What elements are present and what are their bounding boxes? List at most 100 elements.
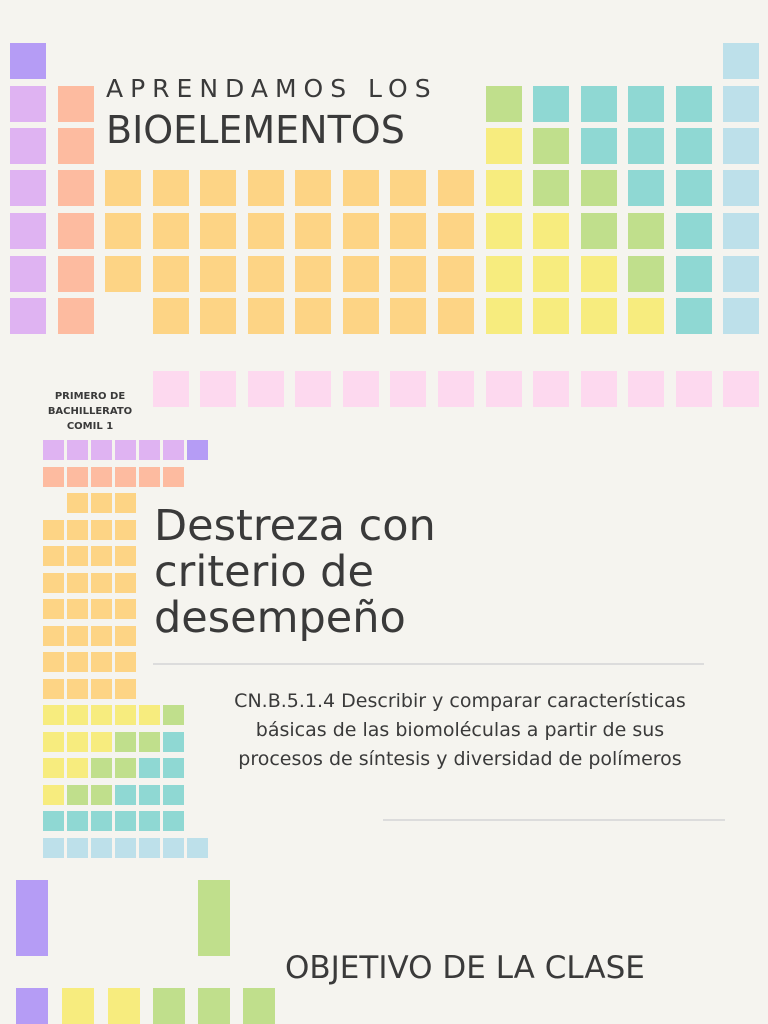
- tile: [675, 86, 712, 122]
- tile: [295, 256, 332, 292]
- tile: [139, 811, 160, 831]
- tile: [115, 493, 136, 513]
- tile: [67, 758, 88, 778]
- tile: [200, 371, 237, 407]
- title-line: criterio de: [154, 547, 374, 597]
- body-line: CN.B.5.1.4 Describir y comparar caracter…: [234, 690, 686, 712]
- tile: [152, 256, 189, 292]
- tile: [628, 298, 665, 334]
- tile: [342, 170, 379, 206]
- tile: [152, 170, 189, 206]
- tile: [437, 371, 474, 407]
- objective: OBJETIVO DE LA CLASE: [285, 950, 645, 986]
- section-body: CN.B.5.1.4 Describir y comparar caracter…: [180, 687, 740, 774]
- tile: [163, 731, 184, 752]
- tile: [57, 86, 94, 122]
- tile: [533, 128, 570, 164]
- tile: [115, 758, 136, 778]
- tile: [533, 298, 570, 334]
- tile: [200, 170, 237, 206]
- tile: [115, 837, 136, 858]
- tile: [485, 86, 522, 122]
- tile: [437, 213, 474, 249]
- tile: [10, 256, 46, 292]
- tile: [57, 170, 94, 206]
- tile: [247, 371, 284, 407]
- tile: [390, 213, 427, 249]
- body-line: procesos de síntesis y diversidad de pol…: [238, 748, 682, 770]
- tile: [152, 298, 189, 334]
- tile: [628, 128, 665, 164]
- tile: [91, 599, 112, 619]
- tile: [67, 678, 88, 699]
- tile: [115, 625, 136, 646]
- tile: [139, 784, 160, 805]
- tile: [43, 678, 64, 699]
- tile: [139, 440, 160, 460]
- tile: [628, 256, 665, 292]
- tile: [580, 86, 617, 122]
- tile: [115, 652, 136, 672]
- tile: [115, 440, 136, 460]
- tile: [91, 519, 112, 540]
- tile: [580, 371, 617, 407]
- tile: [43, 784, 64, 805]
- badge-line: BACHILLERATO: [47, 406, 133, 417]
- tile: [43, 519, 64, 540]
- tile: [67, 493, 88, 513]
- badge-line: PRIMERO DE: [54, 391, 126, 402]
- tile: [43, 837, 64, 858]
- tile: [91, 731, 112, 752]
- tile: [485, 128, 522, 164]
- tile: [43, 440, 64, 460]
- tile: [342, 371, 379, 407]
- tile: [67, 519, 88, 540]
- tile: [200, 298, 237, 334]
- tile: [247, 170, 284, 206]
- tile: [115, 705, 136, 725]
- tile: [628, 213, 665, 249]
- tile: [115, 519, 136, 540]
- tile: [485, 256, 522, 292]
- tile: [723, 371, 760, 407]
- tile: [675, 256, 712, 292]
- tile: [628, 86, 665, 122]
- title-line: Destreza con: [154, 501, 436, 551]
- tile: [163, 440, 184, 460]
- tile: [187, 837, 208, 858]
- tile: [485, 371, 522, 407]
- tile: [67, 784, 88, 805]
- tile: [390, 298, 427, 334]
- tile: [198, 880, 230, 956]
- tile: [139, 466, 160, 487]
- tile: [675, 170, 712, 206]
- tile: [115, 784, 136, 805]
- tile: [91, 678, 112, 699]
- tile: [247, 213, 284, 249]
- tile: [62, 988, 94, 1024]
- tile: [580, 170, 617, 206]
- tile: [247, 256, 284, 292]
- tile: [675, 128, 712, 164]
- tile: [295, 298, 332, 334]
- tile: [10, 298, 46, 334]
- tile: [91, 705, 112, 725]
- tile: [628, 371, 665, 407]
- tile: [198, 988, 230, 1024]
- tile: [139, 705, 160, 725]
- tile: [10, 128, 46, 164]
- tile: [163, 705, 184, 725]
- tile: [187, 440, 208, 460]
- tile: [67, 599, 88, 619]
- title-line: desempeño: [154, 593, 406, 643]
- tile: [723, 298, 760, 334]
- tile: [152, 213, 189, 249]
- tile: [115, 599, 136, 619]
- tile: [91, 837, 112, 858]
- tile: [139, 731, 160, 752]
- tile: [43, 546, 64, 566]
- tile: [485, 170, 522, 206]
- tile: [115, 572, 136, 593]
- tile: [342, 298, 379, 334]
